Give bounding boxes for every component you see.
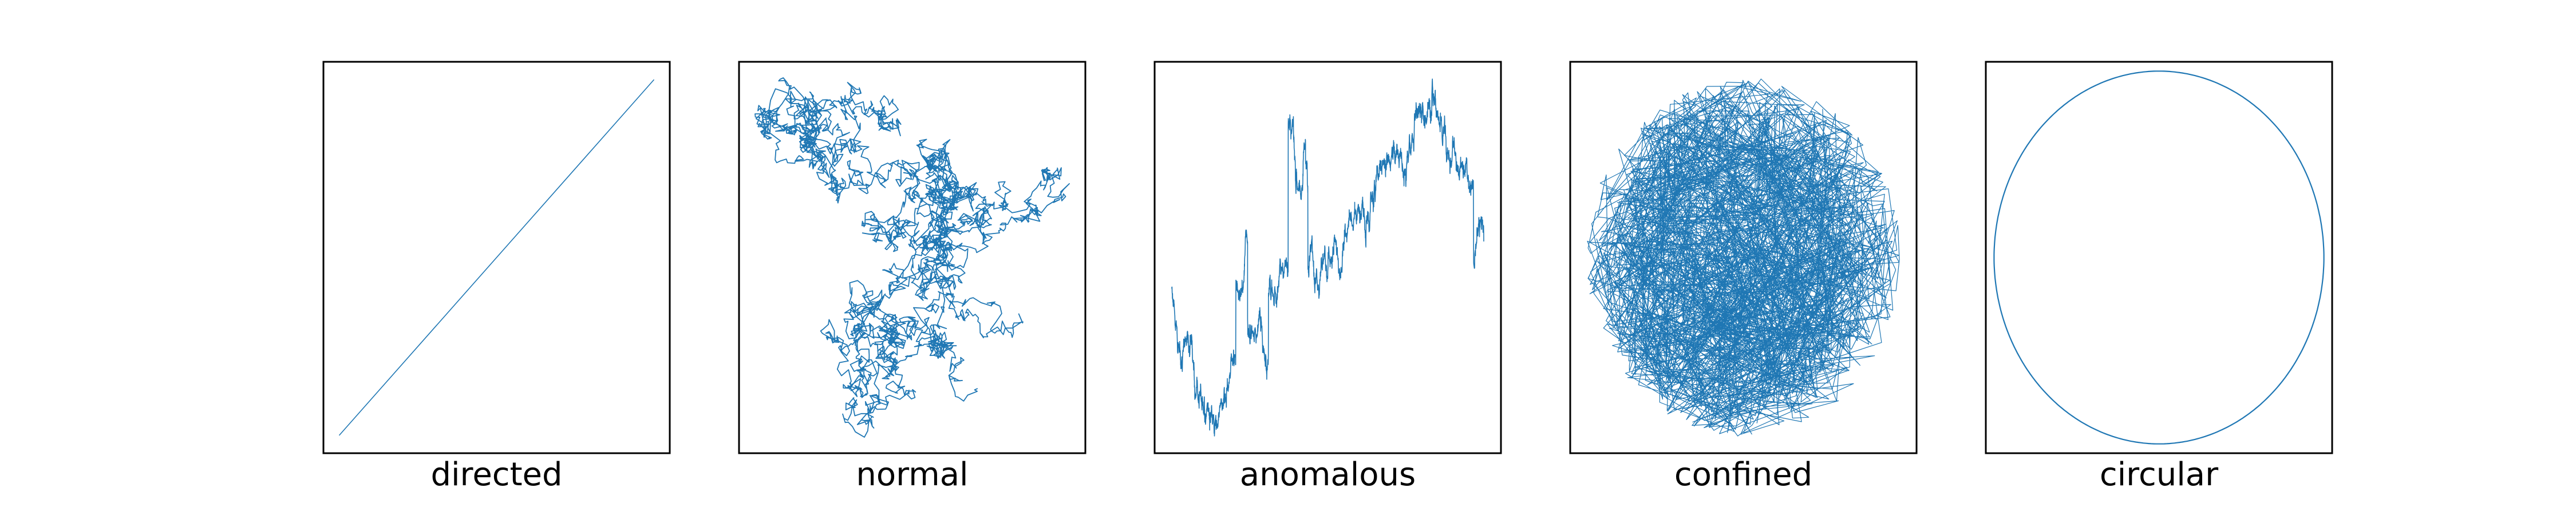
panel-label: confined: [1674, 456, 1812, 493]
trajectory-line: [1993, 70, 2325, 445]
trajectory-group: [338, 79, 655, 436]
panel-label: directed: [430, 456, 562, 493]
panel-anomalous: anomalous: [1153, 61, 1502, 493]
panel-confined: confined: [1569, 61, 1918, 493]
trajectory-group: [1171, 78, 1484, 437]
trajectory-line: [338, 79, 655, 436]
panel-frame: [1985, 61, 2333, 454]
panel-normal: normal: [738, 61, 1086, 493]
panel-directed: directed: [322, 61, 671, 493]
trajectory-group: [1993, 70, 2325, 445]
trajectory-line: [754, 77, 1070, 438]
panel-label: circular: [2100, 456, 2219, 493]
panel-circular: circular: [1985, 61, 2333, 493]
trajectory-group: [754, 77, 1070, 438]
panel-label: normal: [856, 456, 968, 493]
panel-frame: [738, 61, 1086, 454]
trajectory-line: [1171, 78, 1484, 437]
panel-label: anomalous: [1240, 456, 1416, 493]
trajectory-line: [1587, 78, 1900, 437]
trajectory-group: [1587, 78, 1900, 437]
